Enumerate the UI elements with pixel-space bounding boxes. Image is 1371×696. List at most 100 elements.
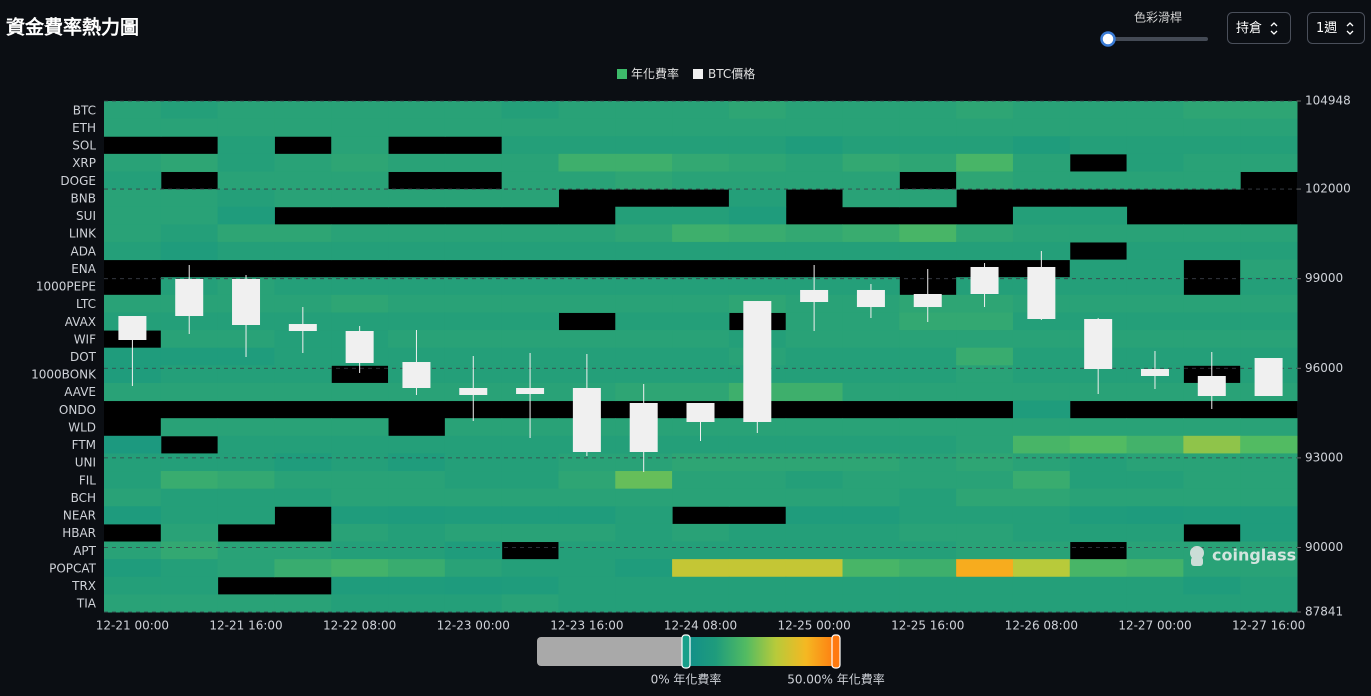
x-tick-label: 12-27 16:00 (1232, 619, 1305, 633)
heat-cell (956, 347, 1014, 366)
row-label: SOL (72, 139, 96, 153)
candle-body (629, 402, 658, 453)
heat-cell (1069, 118, 1128, 137)
heat-cell (956, 118, 1014, 137)
heat-cell (501, 471, 559, 490)
heat-cell (728, 488, 787, 507)
heat-cell (104, 189, 162, 208)
heat-cell (104, 471, 162, 490)
heat-cell (331, 541, 389, 560)
position-select[interactable]: 持倉 (1227, 12, 1291, 44)
heat-cell (899, 576, 957, 595)
candle-body (345, 331, 374, 363)
scale-handle[interactable] (831, 634, 841, 669)
heat-cell (331, 523, 389, 543)
heat-cell (1126, 330, 1184, 349)
heat-cell (331, 488, 389, 507)
heat-cell (672, 347, 730, 366)
heat-cell (899, 224, 957, 243)
heat-cell (444, 312, 503, 331)
heat-cell (1069, 206, 1128, 225)
heat-cell (217, 506, 275, 525)
heat-cell (160, 453, 219, 472)
x-tick-label: 12-25 00:00 (777, 619, 850, 633)
heat-cell (728, 541, 787, 560)
heat-cell (331, 506, 389, 525)
heat-cell (501, 453, 559, 472)
heat-cell (1183, 241, 1241, 261)
heat-cell (1183, 136, 1241, 155)
heat-cell (842, 488, 900, 507)
heat-cell (785, 330, 844, 349)
heat-cell (1183, 153, 1241, 172)
heat-cell (1012, 523, 1071, 543)
heat-cell (558, 241, 616, 261)
heat-cell (1126, 471, 1184, 490)
row-label: FIL (79, 473, 96, 487)
legend-label[interactable]: BTC價格 (708, 66, 755, 81)
heat-cell (899, 330, 957, 349)
heat-cell (388, 294, 446, 313)
heat-cell (1012, 312, 1071, 331)
heat-cell (1126, 224, 1184, 243)
heat-cell (785, 488, 844, 507)
heat-cell (217, 541, 275, 560)
heat-cell (1012, 101, 1071, 120)
heat-cell (444, 559, 503, 578)
candle-body (118, 316, 147, 340)
heat-cell (785, 136, 844, 155)
x-tick-label: 12-24 08:00 (664, 619, 737, 633)
heat-cell (274, 277, 332, 296)
heat-cell (1126, 277, 1184, 296)
heat-cell (160, 224, 219, 243)
heat-cell (501, 277, 559, 296)
y2-tick-label: 96000 (1305, 361, 1343, 375)
heat-cell (1183, 294, 1241, 313)
candles (118, 251, 1283, 472)
slider-track[interactable] (1108, 37, 1208, 41)
heat-cell (104, 153, 162, 172)
heat-cell (274, 541, 332, 560)
heat-cell (615, 488, 673, 507)
heat-cell (1069, 418, 1128, 437)
row-label: DOT (70, 350, 97, 364)
legend-label[interactable]: 年化費率 (631, 66, 679, 81)
heat-cell (1240, 277, 1298, 296)
heat-cell (104, 453, 162, 472)
heat-cell (501, 224, 559, 243)
select-box[interactable] (1307, 12, 1365, 44)
heat-cell (1012, 171, 1071, 190)
heat-cell (104, 594, 162, 613)
heat-cell (899, 382, 957, 402)
heat-cell (1126, 294, 1184, 313)
heat-cell (1069, 594, 1128, 613)
period-select[interactable]: 1週 (1307, 12, 1365, 44)
scale-handle[interactable] (681, 634, 691, 669)
heat-cell (1012, 136, 1071, 155)
heat-cell (558, 136, 616, 155)
heat-cell (1240, 506, 1298, 525)
row-label: UNI (75, 456, 96, 470)
heat-cell (1126, 153, 1184, 172)
heat-cell (331, 576, 389, 595)
heat-cell (444, 506, 503, 525)
slider-knob[interactable] (1100, 31, 1116, 47)
scale-track (537, 637, 686, 666)
heat-cell (160, 576, 219, 595)
heat-cell (672, 206, 730, 225)
heat-cell (1012, 118, 1071, 137)
heat-cell (217, 136, 275, 155)
heat-cell (956, 541, 1014, 560)
heat-cell (1126, 594, 1184, 613)
select-box[interactable] (1227, 12, 1291, 44)
heat-cell (1069, 171, 1128, 190)
heat-cell (1240, 294, 1298, 313)
heat-cell (1240, 118, 1298, 137)
heat-cell (1183, 488, 1241, 507)
heat-cell (1240, 101, 1298, 120)
heat-cell (1126, 418, 1184, 437)
heat-cell (899, 453, 957, 472)
row-label: WIF (74, 332, 96, 346)
heat-cell (1012, 206, 1071, 225)
heat-cell (956, 559, 1014, 578)
